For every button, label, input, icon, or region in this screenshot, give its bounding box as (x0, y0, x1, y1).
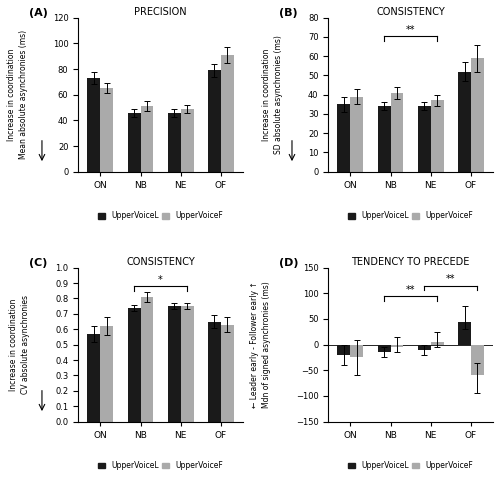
Y-axis label: Increase in coordination
SD absolute asynchronies (ms): Increase in coordination SD absolute asy… (262, 35, 283, 154)
Bar (471, 58, 484, 172)
Bar (390, 345, 404, 347)
Bar (208, 322, 221, 422)
Bar (338, 104, 350, 172)
Bar (418, 345, 430, 350)
Bar (168, 113, 180, 172)
Bar (128, 113, 140, 172)
Title: CONSISTENCY: CONSISTENCY (126, 257, 195, 267)
Y-axis label: Increase in coordination
Mean absolute asynchronies (ms): Increase in coordination Mean absolute a… (7, 30, 28, 159)
Text: (A): (A) (29, 8, 48, 18)
Bar (88, 78, 101, 172)
Bar (221, 325, 234, 422)
Bar (418, 106, 430, 172)
Bar (128, 308, 140, 422)
Bar (458, 71, 471, 172)
Bar (350, 97, 363, 172)
Title: TENDENCY TO PRECEDE: TENDENCY TO PRECEDE (352, 257, 470, 267)
Legend: UpperVoiceL, UpperVoiceF: UpperVoiceL, UpperVoiceF (345, 208, 476, 223)
Text: **: ** (406, 284, 415, 295)
Text: *: * (158, 275, 163, 285)
Y-axis label: ← Leader early - Follower early ↑
Mdn of signed asynchronies (ms): ← Leader early - Follower early ↑ Mdn of… (250, 281, 271, 408)
Bar (378, 106, 390, 172)
Bar (221, 55, 234, 172)
Bar (390, 93, 404, 172)
Bar (208, 70, 221, 172)
Bar (378, 345, 390, 352)
Legend: UpperVoiceL, UpperVoiceF: UpperVoiceL, UpperVoiceF (95, 458, 226, 473)
Bar (180, 306, 194, 422)
Text: (C): (C) (29, 259, 47, 268)
Legend: UpperVoiceL, UpperVoiceF: UpperVoiceL, UpperVoiceF (95, 208, 226, 223)
Legend: UpperVoiceL, UpperVoiceF: UpperVoiceL, UpperVoiceF (345, 458, 476, 473)
Bar (338, 345, 350, 355)
Title: CONSISTENCY: CONSISTENCY (376, 7, 445, 17)
Text: **: ** (446, 274, 456, 284)
Bar (140, 297, 153, 422)
Text: (B): (B) (279, 8, 297, 18)
Text: (D): (D) (279, 259, 298, 268)
Text: **: ** (406, 25, 415, 35)
Bar (458, 322, 471, 345)
Bar (430, 101, 444, 172)
Bar (350, 345, 363, 358)
Bar (100, 326, 113, 422)
Y-axis label: Increase in coordination
CV absolute asynchronies: Increase in coordination CV absolute asy… (10, 295, 30, 394)
Bar (100, 88, 113, 172)
Bar (140, 106, 153, 172)
Bar (88, 334, 101, 422)
Bar (430, 342, 444, 345)
Bar (168, 306, 180, 422)
Title: PRECISION: PRECISION (134, 7, 187, 17)
Bar (471, 345, 484, 376)
Bar (180, 109, 194, 172)
